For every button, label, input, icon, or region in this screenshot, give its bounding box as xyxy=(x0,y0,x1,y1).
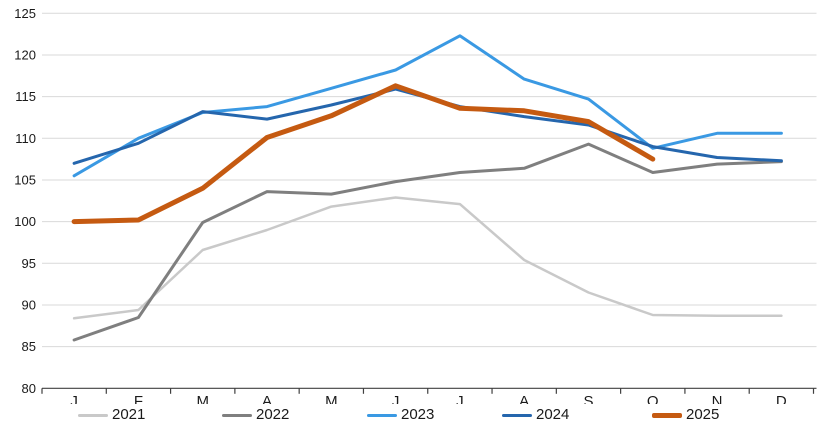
legend-item-2021: 2021 xyxy=(78,405,145,425)
y-tick-label: 100 xyxy=(14,214,36,229)
x-tick-label: A xyxy=(519,393,529,404)
series-line-2022 xyxy=(72,142,783,342)
series-line-2025 xyxy=(71,83,656,225)
legend-item-2023: 2023 xyxy=(367,405,434,425)
y-tick-label: 90 xyxy=(22,297,36,312)
legend-swatch-2021 xyxy=(78,413,108,417)
legend-item-2022: 2022 xyxy=(222,405,289,425)
y-tick-label: 110 xyxy=(15,131,36,146)
x-tick-label: N xyxy=(712,393,723,404)
legend-label: 2021 xyxy=(112,406,146,423)
y-tick-label: 80 xyxy=(22,381,36,396)
legend-swatch-2022 xyxy=(222,413,252,417)
x-tick-label: A xyxy=(262,393,272,404)
legend-label: 2024 xyxy=(536,406,570,423)
y-tick-label: 105 xyxy=(14,172,36,187)
legend-swatch-2023 xyxy=(367,413,397,417)
y-tick-label: 125 xyxy=(14,6,36,21)
x-tick-label: M xyxy=(325,393,338,404)
legend-item-2025: 2025 xyxy=(652,405,719,425)
plot-area: 80 85 90 95 100 105 110 115 120 125 J F M A M J J A S O N D xyxy=(14,6,817,404)
legend-swatch-2025 xyxy=(652,412,682,418)
y-tick-label: 95 xyxy=(22,256,36,271)
y-tick-label: 115 xyxy=(15,89,36,104)
legend-swatch-2024 xyxy=(502,413,532,417)
y-tick-label: 120 xyxy=(14,47,36,62)
legend-label: 2022 xyxy=(256,406,290,423)
x-tick-label: S xyxy=(583,393,593,404)
x-tick-label: J xyxy=(70,393,78,404)
series-line-2024 xyxy=(72,87,783,165)
x-tick-label: J xyxy=(392,393,400,404)
legend-label: 2025 xyxy=(686,406,720,423)
series-line-2023 xyxy=(72,34,783,178)
x-tick-label: M xyxy=(196,393,209,404)
x-tick-label: O xyxy=(647,393,659,404)
y-tick-label: 85 xyxy=(22,339,36,354)
x-tick-label: J xyxy=(456,393,464,404)
legend-item-2024: 2024 xyxy=(502,405,569,425)
x-tick-label: D xyxy=(776,393,787,404)
legend-label: 2023 xyxy=(401,406,435,423)
chart-legend: 2021 2022 2023 2024 2025 xyxy=(0,405,820,429)
x-tick-label: F xyxy=(134,393,143,404)
series-line-2021 xyxy=(72,196,783,320)
